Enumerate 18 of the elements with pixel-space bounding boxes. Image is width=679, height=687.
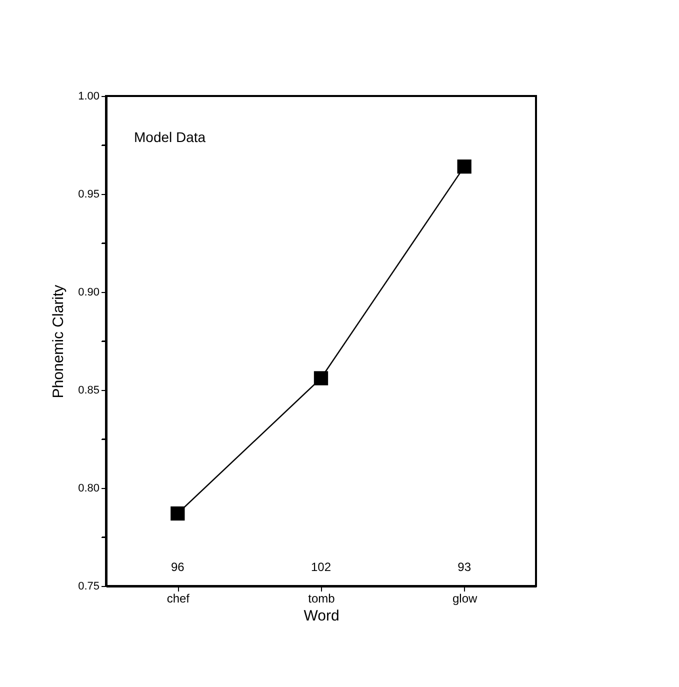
annotation: 93 xyxy=(458,560,472,574)
x-tick-label: tomb xyxy=(308,592,336,606)
point xyxy=(170,506,185,521)
point xyxy=(457,159,472,174)
x-axis-title: Word xyxy=(304,608,340,624)
y-axis-title: Phonemic Clarity xyxy=(50,284,68,398)
y-tick-label: 0.85 xyxy=(78,384,100,396)
annotation: Model Data xyxy=(134,129,206,145)
y-tick-label: 0.90 xyxy=(78,286,100,298)
y-tick-label: 0.75 xyxy=(78,580,100,592)
y-tick-label: 1.00 xyxy=(78,90,100,102)
annotation: 96 xyxy=(170,560,185,574)
annotation: 102 xyxy=(310,560,332,574)
y-tick-label: 0.80 xyxy=(78,482,100,494)
x-tick-label: chef xyxy=(166,592,190,606)
y-tick-label: 0.95 xyxy=(78,188,100,200)
x-tick-label: glow xyxy=(452,592,478,606)
point xyxy=(314,371,328,386)
